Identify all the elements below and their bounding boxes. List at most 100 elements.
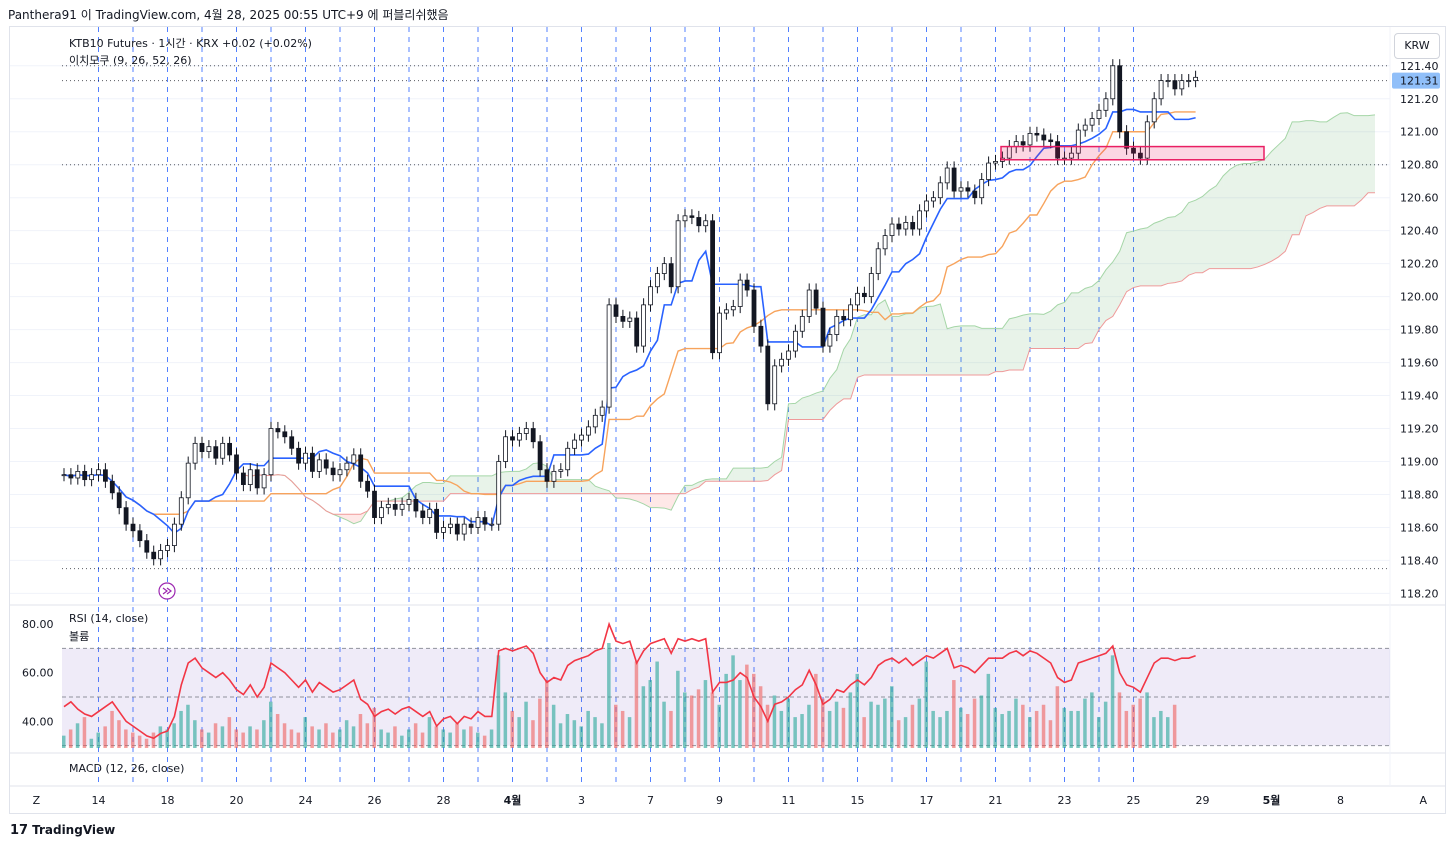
volume-bar xyxy=(413,723,418,748)
candle-body xyxy=(330,467,336,476)
volume-bar xyxy=(965,714,970,748)
candle-body xyxy=(82,470,88,481)
price-candle xyxy=(834,309,840,342)
price-candle xyxy=(475,510,481,535)
price-candle xyxy=(599,400,605,422)
price-candle xyxy=(710,214,715,360)
price-axis-tick-label: 121.00 xyxy=(1400,126,1439,139)
volume-bar xyxy=(358,714,363,748)
ichimoku-legend[interactable]: 이치모쿠 (9, 26, 52, 26) xyxy=(69,54,192,67)
volume-bar xyxy=(765,704,770,748)
candle-body xyxy=(206,446,212,453)
price-candle xyxy=(137,524,143,548)
ichimoku-cloud-segment xyxy=(1347,112,1355,206)
price-candle xyxy=(758,319,764,353)
ichimoku-cloud-segment xyxy=(871,304,879,375)
price-candle xyxy=(1186,74,1192,88)
candle-body xyxy=(378,507,384,518)
ichimoku-cloud-segment xyxy=(1264,151,1272,265)
candle-body xyxy=(503,436,509,462)
candle-body xyxy=(703,220,709,227)
candle-body xyxy=(323,459,329,469)
price-candle xyxy=(855,286,860,312)
time-axis-label: 9 xyxy=(716,794,723,807)
ichimoku-cloud-segment xyxy=(892,316,899,375)
volume-bar xyxy=(717,704,721,748)
currency-button[interactable]: KRW xyxy=(1394,33,1440,59)
candle-body xyxy=(365,480,371,492)
rsi-legend[interactable]: RSI (14, close) xyxy=(69,612,149,625)
time-axis-label: 24 xyxy=(299,794,313,807)
volume-bar xyxy=(62,735,66,748)
ichimoku-cloud-segment xyxy=(560,479,568,494)
volume-bar xyxy=(710,692,715,748)
volume-bar xyxy=(179,710,183,748)
candle-body xyxy=(696,217,702,227)
candle-body xyxy=(862,292,867,298)
ichimoku-cloud-segment xyxy=(471,475,478,494)
volume-bar xyxy=(551,704,556,748)
volume-bar xyxy=(952,680,956,748)
price-candle xyxy=(530,421,536,449)
candle-body xyxy=(806,289,812,317)
volume-bar xyxy=(1097,717,1101,748)
ichimoku-cloud-segment xyxy=(974,325,982,375)
price-candle xyxy=(1117,59,1123,139)
price-candle xyxy=(1179,74,1185,96)
volume-bar xyxy=(572,720,577,748)
ichimoku-cloud-segment xyxy=(657,493,665,509)
volume-bar xyxy=(1103,701,1108,748)
price-candle xyxy=(206,440,212,459)
price-candle xyxy=(337,463,343,482)
time-axis-label: 14 xyxy=(92,794,106,807)
candle-body xyxy=(192,442,198,464)
volume-bar xyxy=(1041,704,1046,748)
volume-bar xyxy=(289,729,294,748)
price-candle xyxy=(910,215,916,236)
volume-legend[interactable]: 볼륨 xyxy=(69,630,90,643)
price-candle xyxy=(979,172,985,205)
candle-body xyxy=(344,462,350,471)
candle-body xyxy=(917,210,922,230)
volume-bar xyxy=(807,704,811,748)
ichimoku-cloud-segment xyxy=(1126,231,1134,292)
price-candle xyxy=(917,204,922,236)
symbol-legend[interactable]: KTB10 Futures · 1시간 · KRX +0.02 (+0.02%) xyxy=(69,37,312,50)
ichimoku-cloud-segment xyxy=(484,475,492,494)
volume-bar xyxy=(269,701,273,748)
volume-bar xyxy=(627,717,632,748)
price-candle xyxy=(634,311,640,353)
price-candle xyxy=(889,217,895,243)
candle-body xyxy=(261,474,267,489)
candle-body xyxy=(123,507,129,525)
candle-body xyxy=(1041,134,1047,141)
candle-body xyxy=(744,279,750,291)
tradingview-logo[interactable]: 17 TradingView xyxy=(10,823,115,838)
volume-bar xyxy=(545,680,549,748)
candle-body xyxy=(661,263,667,274)
ichimoku-cloud-segment xyxy=(981,328,989,375)
price-candle xyxy=(1020,135,1026,152)
candle-body xyxy=(627,317,633,322)
price-candle xyxy=(537,435,543,477)
price-candle xyxy=(862,286,867,304)
volume-bar xyxy=(634,661,639,748)
bar-replay-icon[interactable] xyxy=(158,582,176,600)
candle-body xyxy=(1020,141,1026,146)
volume-bar xyxy=(945,710,949,748)
bar-replay-icon-arrows xyxy=(162,587,172,595)
volume-bar xyxy=(1048,720,1053,748)
macd-legend[interactable]: MACD (12, 26, close) xyxy=(69,762,185,775)
price-candle xyxy=(399,497,405,516)
ichimoku-cloud-segment xyxy=(1216,175,1224,269)
volume-bar xyxy=(234,729,238,748)
price-candle xyxy=(579,428,584,447)
volume-bar xyxy=(503,692,508,748)
ichimoku-cloud-segment xyxy=(1099,269,1106,330)
volume-bar xyxy=(524,701,528,748)
ichimoku-cloud-segment xyxy=(747,468,754,482)
price-candle xyxy=(951,161,957,198)
candle-body xyxy=(682,215,688,222)
price-candle xyxy=(641,298,646,353)
